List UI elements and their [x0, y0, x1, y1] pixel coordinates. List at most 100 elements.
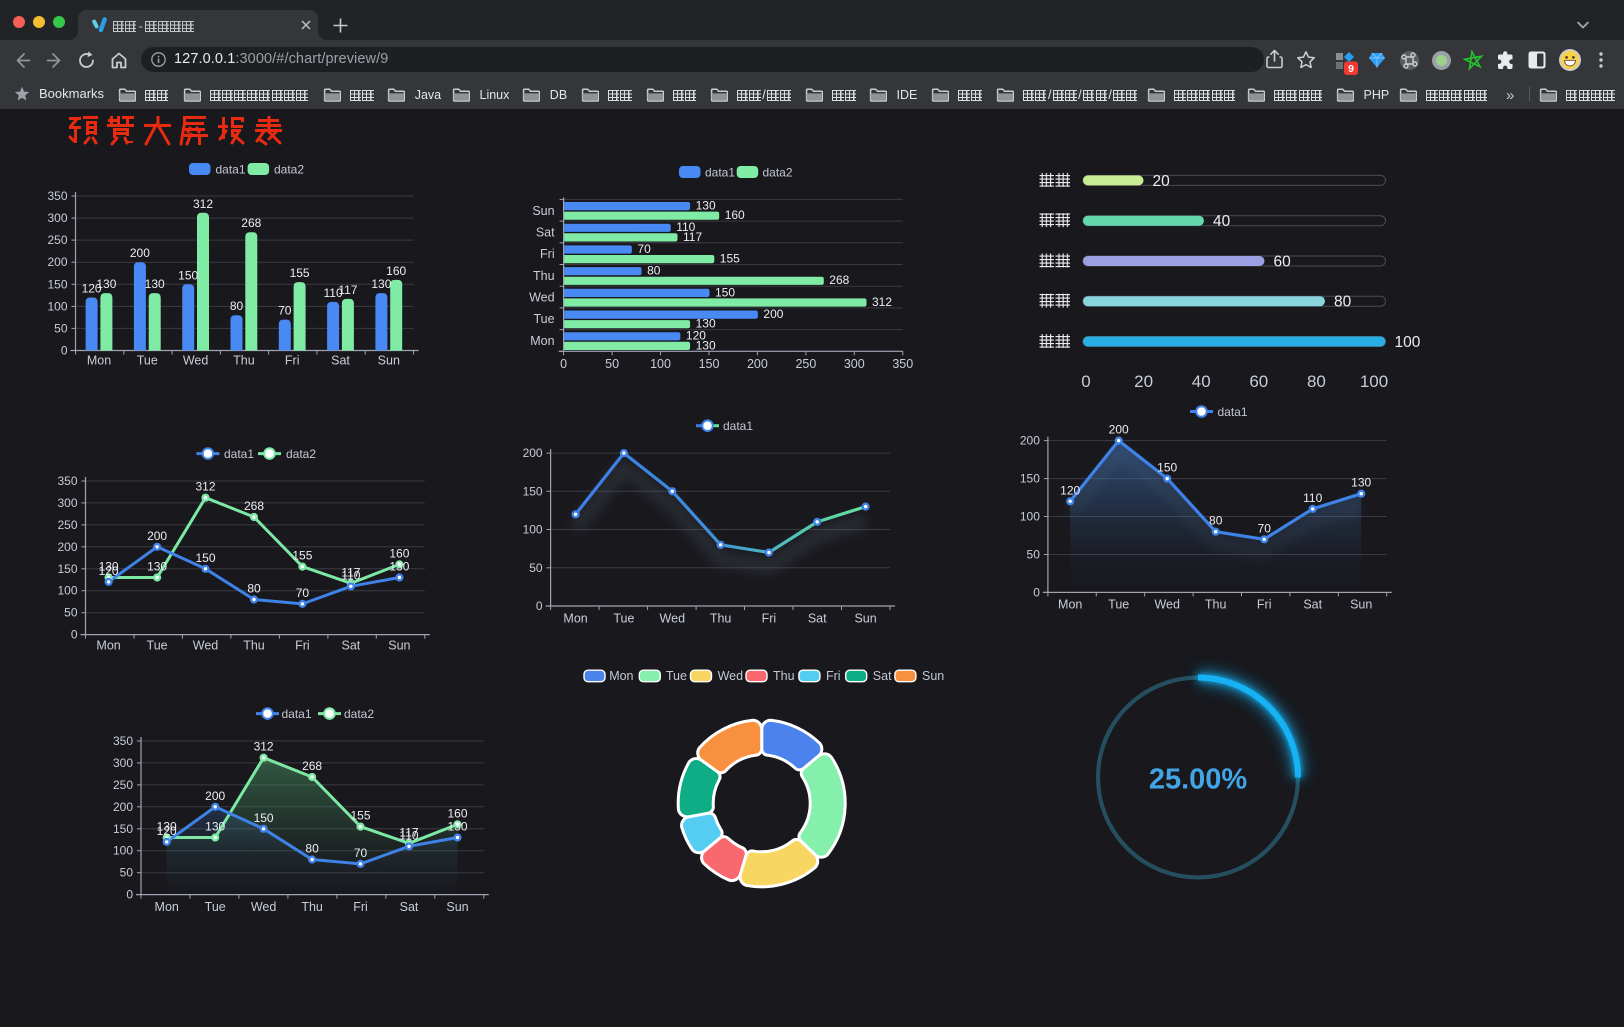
svg-text:80: 80 [247, 582, 261, 596]
svg-text:250: 250 [113, 778, 133, 792]
svg-text:80: 80 [1209, 514, 1223, 528]
svg-text:Sun: Sun [1350, 598, 1372, 612]
svg-text:100: 100 [1395, 334, 1421, 351]
svg-text:100: 100 [1020, 510, 1040, 524]
svg-text:150: 150 [1157, 461, 1177, 475]
svg-text:100: 100 [1360, 372, 1388, 391]
svg-text:200: 200 [763, 307, 783, 321]
svg-text:130: 130 [1351, 476, 1371, 490]
svg-text:Tue: Tue [205, 900, 226, 914]
svg-text:117: 117 [338, 283, 357, 297]
svg-text:300: 300 [57, 496, 77, 510]
svg-text:250: 250 [57, 518, 77, 532]
svg-text:Mon: Mon [96, 639, 120, 653]
svg-text:Mon: Mon [609, 669, 633, 683]
svg-text:60: 60 [1274, 254, 1292, 271]
svg-text:Mon: Mon [155, 900, 179, 914]
svg-text:150: 150 [699, 357, 720, 371]
svg-text:50: 50 [64, 606, 78, 620]
svg-text:Thu: Thu [533, 269, 555, 283]
svg-text:250: 250 [795, 357, 816, 371]
svg-text:130: 130 [145, 277, 165, 291]
svg-text:Sun: Sun [378, 354, 400, 368]
svg-text:100: 100 [57, 584, 77, 598]
svg-text:110: 110 [399, 828, 418, 842]
svg-text:20: 20 [1153, 173, 1171, 190]
svg-text:160: 160 [725, 208, 745, 222]
svg-text:268: 268 [241, 216, 261, 230]
svg-text:Wed: Wed [193, 639, 219, 653]
svg-text:20: 20 [1134, 372, 1153, 391]
svg-text:Mon: Mon [87, 354, 111, 368]
svg-text:50: 50 [1027, 548, 1041, 562]
svg-text:40: 40 [1192, 372, 1211, 391]
svg-text:120: 120 [157, 824, 177, 838]
svg-text:Thu: Thu [710, 612, 732, 626]
svg-text:50: 50 [605, 357, 619, 371]
svg-text:50: 50 [529, 561, 543, 575]
svg-text:25.00%: 25.00% [1149, 764, 1248, 796]
svg-text:data1: data1 [216, 163, 246, 177]
svg-text:Sun: Sun [532, 204, 554, 218]
svg-text:Mon: Mon [530, 334, 554, 348]
svg-text:0: 0 [1033, 585, 1040, 599]
svg-text:0: 0 [536, 599, 543, 613]
svg-text:Wed: Wed [718, 669, 744, 683]
svg-text:117: 117 [399, 825, 418, 839]
svg-text:Sat: Sat [1303, 598, 1322, 612]
svg-text:data1: data1 [705, 166, 735, 180]
svg-text:0: 0 [61, 344, 68, 358]
svg-text:100: 100 [650, 357, 671, 371]
svg-text:160: 160 [386, 264, 406, 278]
svg-text:155: 155 [290, 266, 310, 280]
svg-text:130: 130 [205, 820, 225, 834]
svg-text:Tue: Tue [1108, 598, 1129, 612]
svg-text:200: 200 [523, 446, 543, 460]
svg-text:70: 70 [296, 586, 310, 600]
svg-text:Tue: Tue [534, 312, 555, 326]
svg-text:Fri: Fri [540, 247, 555, 261]
svg-text:50: 50 [54, 321, 68, 335]
svg-text:200: 200 [130, 246, 150, 260]
svg-text:Thu: Thu [243, 639, 265, 653]
svg-text:150: 150 [113, 822, 133, 836]
svg-text:Tue: Tue [137, 354, 158, 368]
svg-text:120: 120 [686, 329, 706, 343]
svg-text:268: 268 [829, 273, 849, 287]
svg-text:data1: data1 [282, 707, 312, 721]
svg-text:117: 117 [683, 230, 702, 244]
svg-text:Sat: Sat [536, 225, 555, 239]
svg-text:data1: data1 [723, 419, 753, 433]
svg-text:Fri: Fri [285, 354, 300, 368]
svg-text:350: 350 [113, 734, 133, 748]
svg-text:150: 150 [195, 551, 215, 565]
svg-text:Tue: Tue [666, 669, 687, 683]
svg-text:155: 155 [292, 549, 312, 563]
svg-text:Thu: Thu [1205, 598, 1227, 612]
svg-text:80: 80 [1307, 372, 1326, 391]
svg-text:155: 155 [720, 252, 740, 266]
svg-text:120: 120 [1060, 483, 1080, 497]
svg-text:300: 300 [844, 357, 865, 371]
svg-text:160: 160 [389, 546, 409, 560]
svg-text:Fri: Fri [826, 669, 841, 683]
svg-text:130: 130 [99, 560, 119, 574]
svg-text:data2: data2 [274, 163, 304, 177]
svg-text:70: 70 [278, 304, 292, 318]
svg-text:80: 80 [1334, 294, 1352, 311]
svg-text:60: 60 [1249, 372, 1268, 391]
svg-text:155: 155 [350, 809, 370, 823]
svg-text:Thu: Thu [301, 900, 323, 914]
svg-text:110: 110 [341, 568, 360, 582]
svg-text:9: 9 [1348, 63, 1354, 75]
svg-text:110: 110 [324, 286, 343, 300]
svg-text:150: 150 [47, 277, 67, 291]
svg-text:130: 130 [147, 560, 167, 574]
svg-text:70: 70 [1258, 521, 1272, 535]
svg-text:130: 130 [96, 277, 116, 291]
svg-text:150: 150 [178, 268, 198, 282]
svg-text:0: 0 [126, 888, 133, 902]
svg-text:Wed: Wed [660, 612, 686, 626]
svg-text:data2: data2 [286, 447, 316, 461]
svg-text:Wed: Wed [183, 354, 209, 368]
